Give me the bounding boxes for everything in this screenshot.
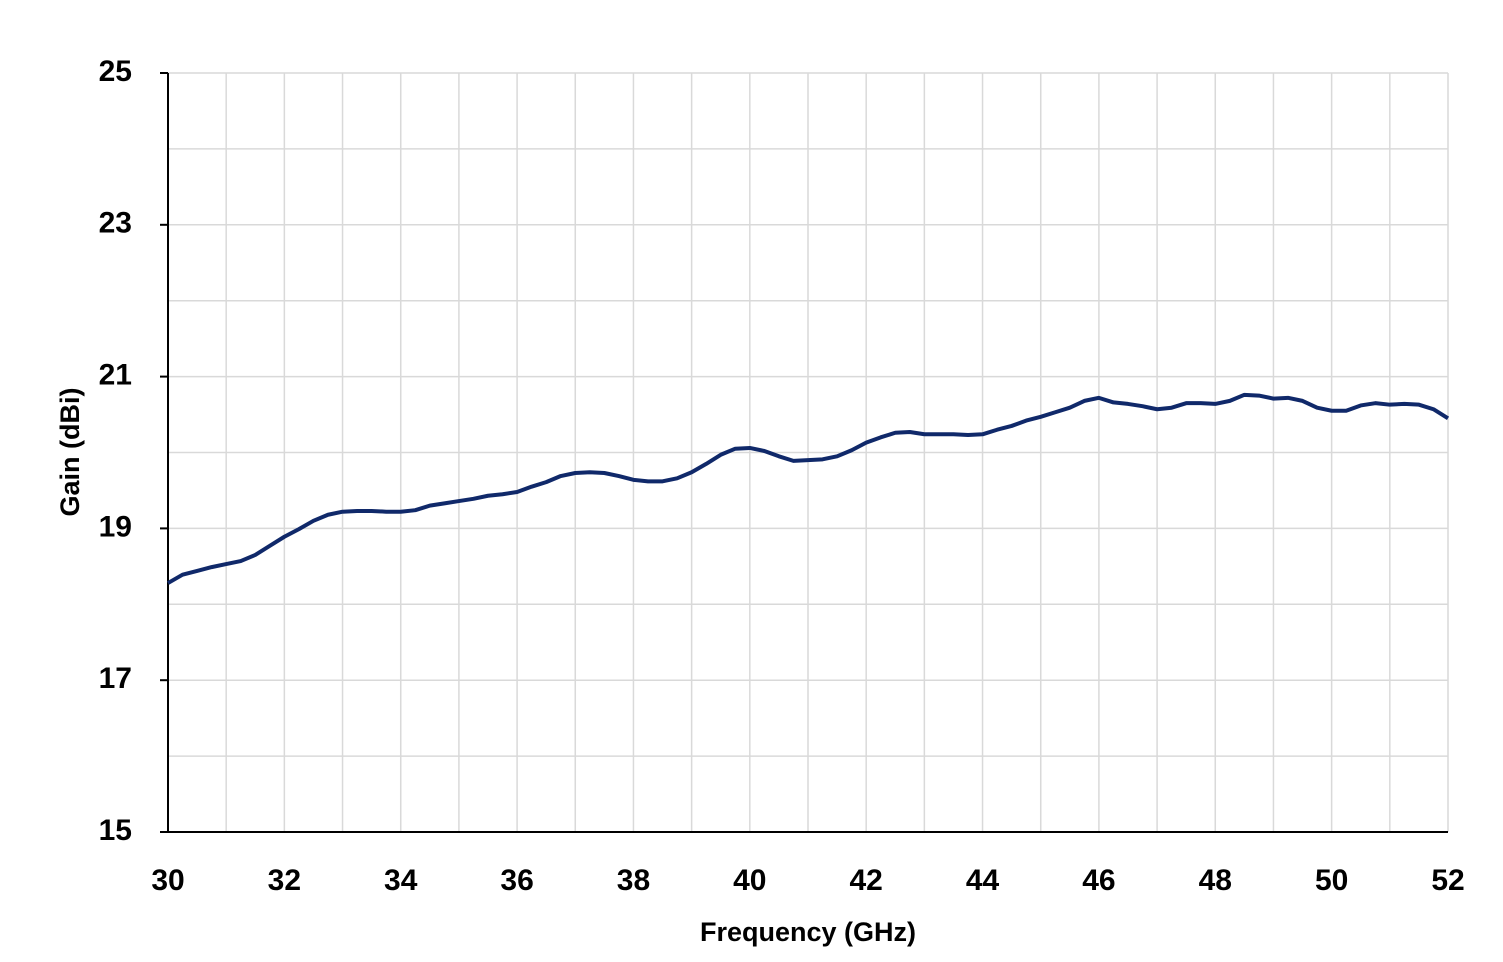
- y-tick-label: 23: [99, 207, 132, 240]
- x-tick-label: 32: [268, 864, 301, 897]
- y-tick-label: 21: [99, 359, 132, 392]
- y-tick-label: 17: [99, 662, 132, 695]
- x-tick-label: 48: [1199, 864, 1232, 897]
- x-tick-label: 30: [151, 864, 184, 897]
- y-tick-label: 19: [99, 510, 132, 543]
- data-line: [167, 392, 1450, 585]
- x-tick-label: 52: [1431, 864, 1464, 897]
- x-tick-label: 44: [966, 864, 1000, 897]
- x-tick-label: 50: [1315, 864, 1348, 897]
- x-axis-title: Frequency (GHz): [700, 917, 916, 947]
- x-tick-label: 38: [617, 864, 650, 897]
- y-tick-label: 25: [99, 55, 132, 88]
- y-tick-label: 15: [99, 814, 132, 847]
- x-tick-label: 40: [733, 864, 766, 897]
- x-tick-label: 46: [1082, 864, 1115, 897]
- x-tick-label: 34: [384, 864, 418, 897]
- y-axis-title: Gain (dBi): [55, 388, 85, 517]
- x-tick-label: 36: [500, 864, 533, 897]
- x-tick-label: 42: [849, 864, 882, 897]
